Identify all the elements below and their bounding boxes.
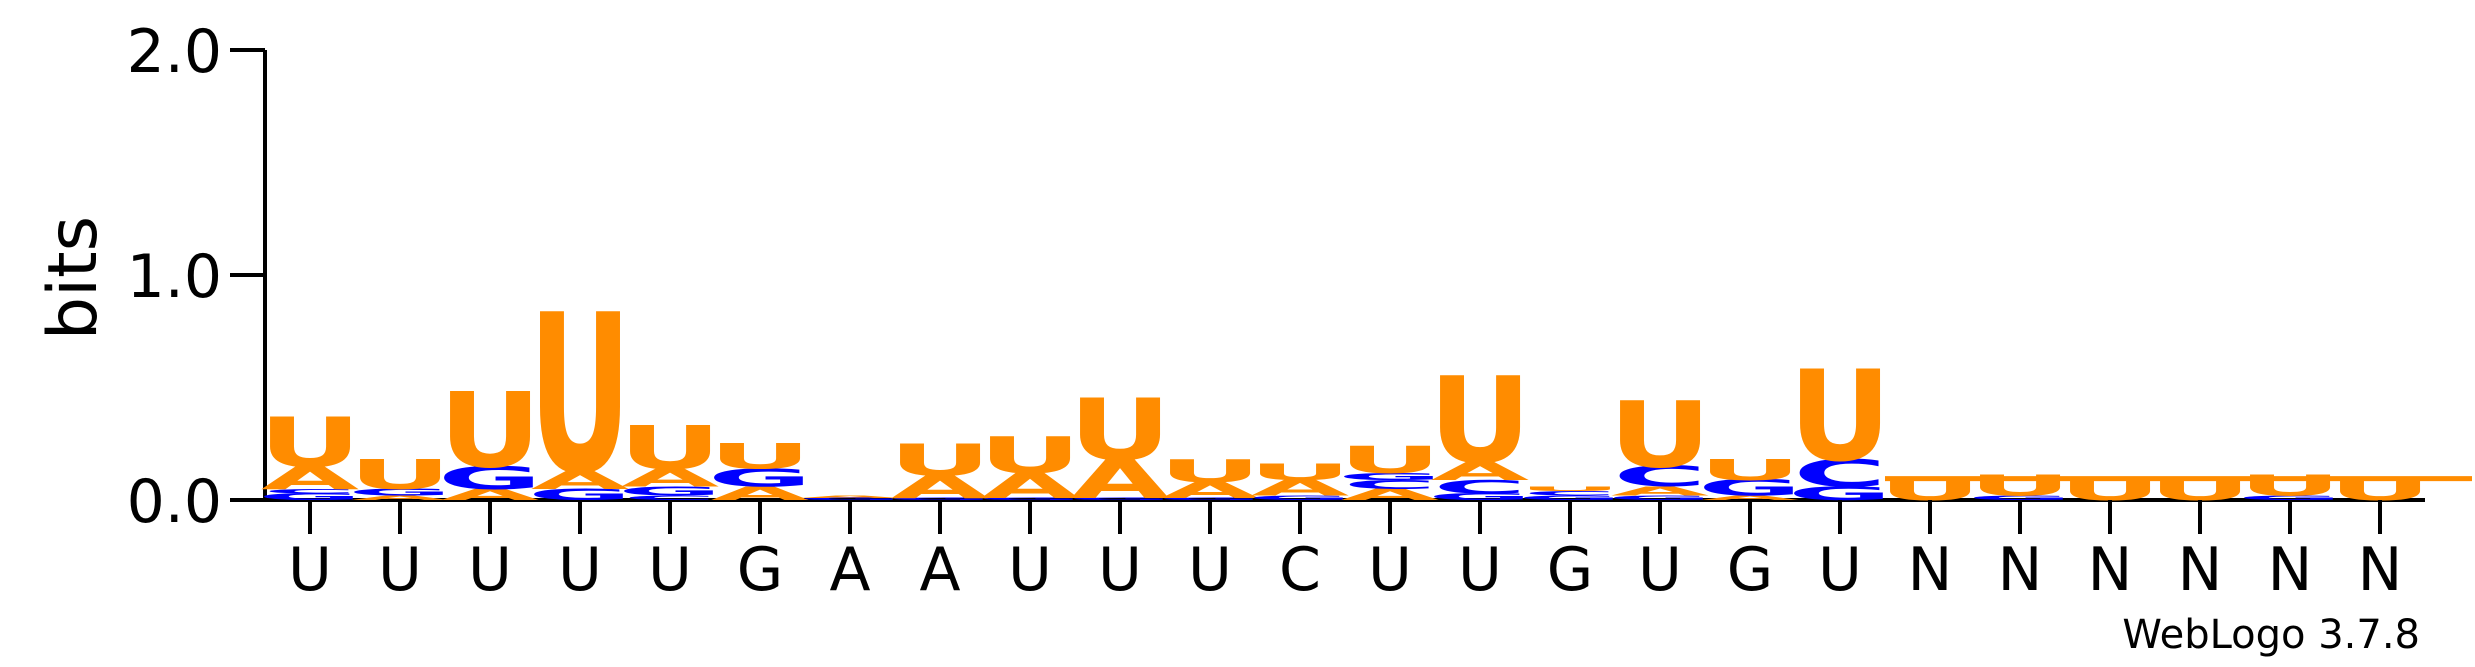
- logo-letter-A-pos12: A: [1251, 475, 1350, 501]
- logo-letter-C-pos5: C: [623, 494, 716, 501]
- logo-letter-C-pos14: C: [1433, 476, 1526, 498]
- logo-letter-A-pos14: A: [1431, 457, 1530, 486]
- logo-letter-G-pos17: G: [1698, 475, 1802, 501]
- logo-letter-A-pos2: A: [351, 494, 450, 501]
- logo-letter-A-pos8: A: [891, 469, 990, 505]
- logo-letter-G-pos7: G: [798, 497, 902, 501]
- logo-letter-G-pos11: G: [1158, 497, 1262, 501]
- x-tick-label-8: A: [919, 535, 960, 605]
- logo-letter-G-pos6: G: [708, 463, 812, 492]
- x-tick-label-2: U: [378, 535, 422, 605]
- logo-letter-G-pos3: G: [438, 460, 542, 496]
- logo-letter-A-pos6: A: [711, 483, 810, 505]
- logo-letter-U-pos1: U: [258, 403, 361, 483]
- logo-letter-U-pos18: U: [1788, 344, 1891, 490]
- logo-letter-C-pos13: C: [1343, 477, 1436, 492]
- x-tick-label-7: A: [829, 535, 870, 605]
- logo-letter-G-pos5: G: [618, 484, 722, 499]
- logo-letter-A-pos4: A: [531, 466, 630, 495]
- logo-letter-G-pos4: G: [528, 486, 632, 504]
- x-tick-label-9: U: [1008, 535, 1052, 605]
- x-tick-label-21: N: [2088, 535, 2133, 605]
- x-tick-label-16: U: [1638, 535, 1682, 605]
- logo-letter-G-pos12: G: [1248, 494, 1352, 501]
- y-tick-label-0: 0.0: [127, 467, 222, 537]
- logo-letter-G-pos2: G: [348, 487, 452, 498]
- y-axis: 2.0 1.0 0.0 bits: [34, 17, 267, 537]
- logo-letter-C-pos18: C: [1793, 452, 1886, 496]
- logo-letter-A-pos3: A: [441, 486, 539, 504]
- logo-letter-U-pos4: U: [528, 269, 631, 523]
- x-tick-label-18: U: [1818, 535, 1862, 605]
- logo-letter-U-pos2: U: [348, 451, 451, 498]
- logo-letter-A-pos11: A: [1161, 477, 1260, 503]
- logo-letter-G-pos20: G: [1968, 494, 2072, 501]
- x-tick-label-14: U: [1458, 535, 1502, 605]
- x-tick-label-19: N: [1908, 535, 1953, 605]
- logo-letter-U-pos15: U: [1518, 485, 1621, 492]
- logo-letter-G-pos1: G: [258, 491, 362, 502]
- logo-letter-U-pos3: U: [438, 371, 541, 491]
- logo-letter-U-pos23: U: [2238, 469, 2341, 502]
- logo-letter-C-pos16: C: [1613, 460, 1706, 493]
- logo-letter-U-pos12: U: [1248, 459, 1351, 485]
- logo-letter-U-pos5: U: [618, 414, 721, 483]
- x-tick-label-13: U: [1368, 535, 1412, 605]
- logo-letter-G-pos18: G: [1788, 483, 1892, 505]
- x-tick-label-23: N: [2268, 535, 2313, 605]
- logo-letter-G-pos16: G: [1608, 494, 1712, 501]
- logo-letter-U-pos13: U: [1338, 439, 1441, 483]
- y-axis-label: bits: [34, 216, 113, 340]
- x-tick-label-6: G: [737, 535, 784, 605]
- x-tick-label-4: U: [558, 535, 602, 605]
- x-tick-label-24: N: [2358, 535, 2403, 605]
- logo-letter-U-pos6: U: [708, 436, 811, 476]
- logo-letter-G-pos8: G: [888, 497, 992, 501]
- y-tick-label-2: 2.0: [127, 17, 222, 87]
- logo-letter-C-pos1: C: [263, 487, 356, 494]
- y-tick-label-1: 1.0: [127, 242, 222, 312]
- logo-letter-C-pos15: C: [1523, 490, 1616, 497]
- logo-letter-G-pos9: G: [978, 497, 1082, 501]
- logo-letter-G-pos15: G: [1518, 494, 1622, 501]
- logo-letter-U-pos16: U: [1608, 383, 1711, 489]
- logo-letter-U-pos17: U: [1698, 454, 1801, 487]
- logo-letter-U-pos10: U: [1068, 382, 1171, 480]
- x-tick-label-20: N: [1998, 535, 2043, 605]
- logo-letter-G-pos10: G: [1068, 497, 1172, 501]
- x-tick-label-12: C: [1279, 535, 1321, 605]
- logo-letter-A-pos16: A: [1611, 484, 1710, 499]
- logo-letter-G-pos23: G: [2238, 494, 2342, 501]
- x-tick-label-5: U: [648, 535, 692, 605]
- weblogo-watermark: WebLogo 3.7.8: [2122, 612, 2420, 658]
- logo-letter-U-pos11: U: [1158, 453, 1261, 489]
- logo-letter-G-pos13: G: [1338, 471, 1442, 482]
- logo-letter-A-pos9: A: [981, 466, 1080, 506]
- logo-letter-U-pos14: U: [1428, 353, 1531, 491]
- logo-letter-A-pos5: A: [621, 463, 720, 492]
- logo-letter-A-pos10: A: [1071, 448, 1170, 510]
- x-tick-label-15: G: [1547, 535, 1594, 605]
- logo-letter-A-pos13: A: [1341, 486, 1439, 504]
- logo-letter-U-pos20: U: [1968, 469, 2071, 502]
- logo-letter-U-pos8: U: [888, 435, 991, 486]
- x-tick-label-1: U: [288, 535, 332, 605]
- x-tick-label-11: U: [1188, 535, 1232, 605]
- logo-letter-U-pos9: U: [978, 426, 1081, 484]
- x-tick-label-10: U: [1098, 535, 1142, 605]
- x-tick-label-3: U: [468, 535, 512, 605]
- logo-letter-A-pos7: A: [801, 495, 900, 499]
- x-tick-label-22: N: [2178, 535, 2223, 605]
- logo-letter-A-pos1: A: [261, 460, 360, 496]
- letter-stacks: GCAUAGUAGUGAUCGAUAGUGAGAUGAUGAUGAUGAUACG…: [258, 269, 2432, 523]
- logo-letter-G-pos14: G: [1428, 491, 1532, 502]
- x-tick-label-17: G: [1727, 535, 1774, 605]
- logo-letter-A-pos17: A: [1701, 494, 1800, 501]
